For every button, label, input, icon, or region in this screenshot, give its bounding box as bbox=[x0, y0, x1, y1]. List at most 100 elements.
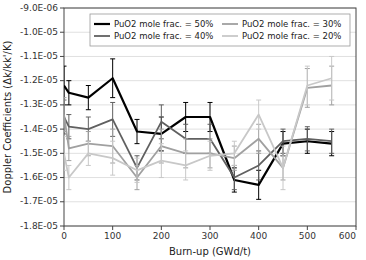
error-bar-cap bbox=[232, 165, 237, 166]
error-bar-cap bbox=[110, 141, 115, 142]
error-bar-cap bbox=[329, 100, 334, 101]
error-bar-cap bbox=[305, 126, 310, 127]
error-bar-cap bbox=[66, 136, 71, 137]
grid bbox=[64, 8, 356, 226]
legend-label: PuO2 mole frac. = 50% bbox=[114, 19, 213, 29]
x-tick-label: 500 bbox=[299, 231, 316, 241]
y-tick bbox=[60, 201, 64, 202]
error-bar-cap bbox=[305, 66, 310, 67]
plot-background bbox=[64, 8, 356, 226]
legend-box bbox=[90, 14, 350, 46]
data bbox=[64, 56, 334, 199]
error-bar-stem bbox=[307, 127, 308, 151]
error-bar bbox=[66, 165, 71, 189]
error-bar-cap bbox=[86, 165, 91, 166]
error-bar-cap bbox=[281, 146, 286, 147]
grid-line bbox=[64, 177, 356, 178]
grid-line bbox=[64, 56, 356, 57]
y-tick bbox=[60, 177, 64, 178]
x-tick-label: 300 bbox=[201, 231, 218, 241]
series bbox=[64, 66, 334, 190]
error-bar-cap bbox=[86, 109, 91, 110]
y-tick bbox=[60, 226, 64, 227]
y-tick-label: -1.3E-05 bbox=[20, 99, 58, 109]
error-bar-cap bbox=[256, 153, 261, 154]
error-bar-cap bbox=[64, 97, 67, 98]
error-bar-cap bbox=[281, 129, 286, 130]
error-bar bbox=[159, 144, 164, 178]
error-bar-cap bbox=[232, 165, 237, 166]
x-tick bbox=[161, 226, 162, 230]
error-bar-stem bbox=[68, 115, 69, 139]
error-bar-cap bbox=[208, 170, 213, 171]
error-bar bbox=[256, 151, 261, 180]
legend-swatch bbox=[222, 35, 238, 37]
error-bar-cap bbox=[256, 129, 261, 130]
error-bar-cap bbox=[305, 107, 310, 108]
series-line bbox=[64, 78, 332, 185]
error-bar bbox=[86, 141, 91, 165]
error-bar-stem bbox=[185, 151, 186, 180]
error-bar-cap bbox=[110, 97, 115, 98]
error-bar bbox=[64, 98, 67, 132]
error-bar-cap bbox=[183, 150, 188, 151]
legend-label: PuO2 mole frac. = 20% bbox=[242, 31, 341, 41]
y-tick bbox=[60, 32, 64, 33]
error-bar-cap bbox=[232, 189, 237, 190]
error-bar-cap bbox=[159, 104, 164, 105]
legend-swatch bbox=[94, 23, 110, 25]
error-bar bbox=[329, 129, 334, 153]
error-bar-cap bbox=[183, 179, 188, 180]
error-bar-cap bbox=[66, 114, 71, 115]
chart: -1.8E-05-1.7E-05-1.6E-05-1.5E-05-1.4E-05… bbox=[0, 0, 366, 260]
x-tick bbox=[64, 226, 65, 230]
error-bar-cap bbox=[329, 129, 334, 130]
error-bar-stem bbox=[161, 144, 162, 178]
error-bar-stem bbox=[112, 59, 113, 98]
x-tick-label: 400 bbox=[250, 231, 267, 241]
legend-swatch bbox=[94, 35, 110, 37]
x-tick-label: 0 bbox=[61, 231, 67, 241]
error-bar-stem bbox=[234, 141, 235, 165]
error-bar-cap bbox=[183, 124, 188, 125]
y-tick-label: -1.6E-05 bbox=[20, 172, 58, 182]
error-bar-cap bbox=[135, 158, 140, 159]
error-bar-cap bbox=[329, 153, 334, 154]
error-bar-cap bbox=[86, 141, 91, 142]
error-bar-cap bbox=[329, 155, 334, 156]
axes: -1.8E-05-1.7E-05-1.6E-05-1.5E-05-1.4E-05… bbox=[20, 3, 356, 242]
error-bar-stem bbox=[307, 66, 308, 105]
error-bar-cap bbox=[66, 160, 71, 161]
error-bar-cap bbox=[305, 104, 310, 105]
error-bar-cap bbox=[135, 189, 140, 190]
x-tick-label: 100 bbox=[104, 231, 121, 241]
error-bar bbox=[305, 66, 310, 105]
error-bar-cap bbox=[110, 58, 115, 59]
x-tick bbox=[210, 226, 211, 230]
x-tick bbox=[356, 226, 357, 230]
error-bar-stem bbox=[68, 136, 69, 160]
error-bar-cap bbox=[86, 85, 91, 86]
error-bar-stem bbox=[68, 165, 69, 189]
error-bar-stem bbox=[331, 56, 332, 100]
error-bar-cap bbox=[208, 102, 213, 103]
error-bar bbox=[110, 59, 115, 98]
error-bar-cap bbox=[208, 141, 213, 142]
error-bar-cap bbox=[64, 170, 67, 171]
error-bar-cap bbox=[66, 165, 71, 166]
error-bar-cap bbox=[256, 179, 261, 180]
y-tick bbox=[60, 104, 64, 105]
error-bar bbox=[256, 100, 261, 129]
grid-line bbox=[64, 201, 356, 202]
series bbox=[64, 56, 334, 189]
error-bar-cap bbox=[66, 189, 71, 190]
error-bar-cap bbox=[183, 102, 188, 103]
y-tick-label: -1.4E-05 bbox=[20, 124, 58, 134]
x-tick bbox=[258, 226, 259, 230]
error-bar-stem bbox=[258, 151, 259, 180]
x-tick-label: 600 bbox=[339, 231, 356, 241]
error-bar-stem bbox=[88, 86, 89, 110]
error-bar-cap bbox=[86, 131, 91, 132]
error-bar-cap bbox=[110, 175, 115, 176]
error-bar bbox=[66, 136, 71, 160]
